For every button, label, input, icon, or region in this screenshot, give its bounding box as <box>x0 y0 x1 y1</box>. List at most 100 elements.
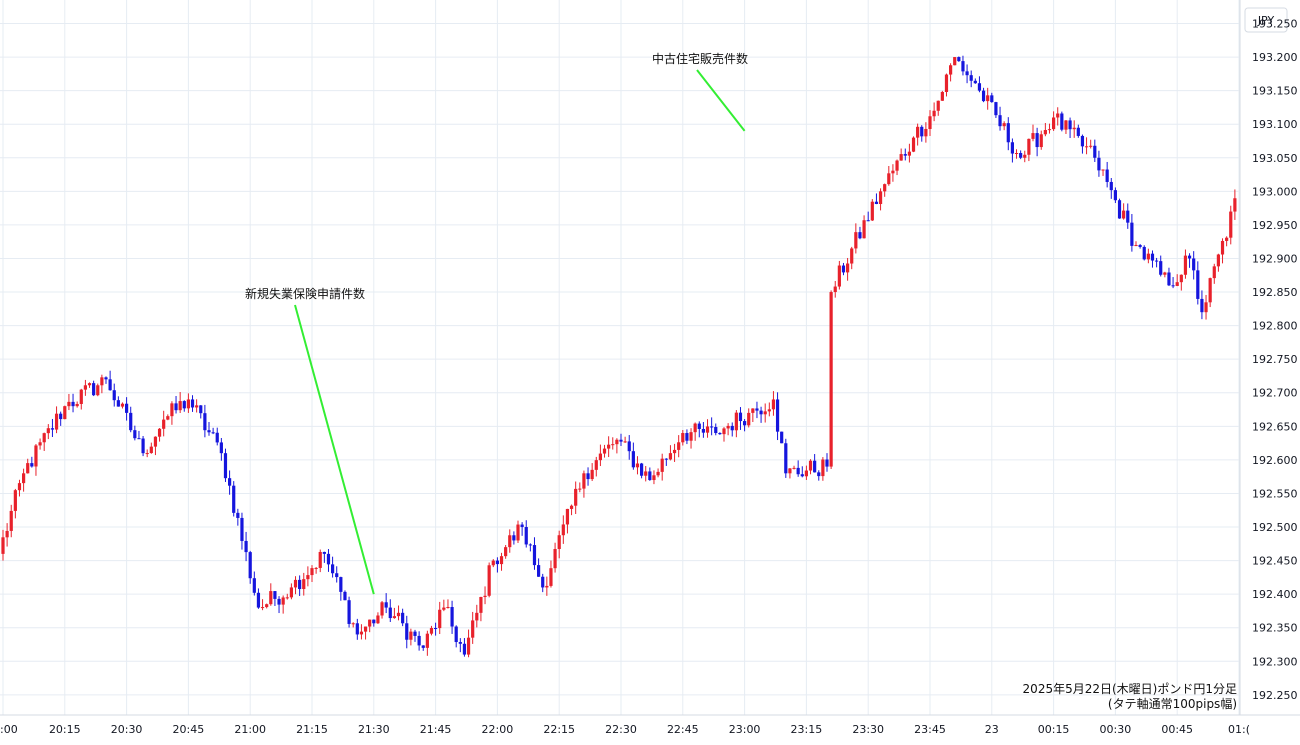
candle-body <box>483 595 487 597</box>
candle-body <box>322 551 326 554</box>
candle-body <box>252 578 256 593</box>
candle-body <box>1233 198 1237 212</box>
candle-body <box>866 220 870 222</box>
y-axis-panel <box>1240 0 1300 745</box>
candle-body <box>133 430 137 439</box>
x-tick-label: 22:15 <box>543 723 575 736</box>
candle-body <box>569 505 574 509</box>
y-tick-label: 192.700 <box>1252 387 1298 400</box>
candle-body <box>545 585 549 588</box>
x-tick-label: 23 <box>985 723 999 736</box>
candle-body <box>726 425 730 429</box>
candle-body <box>1027 138 1031 155</box>
candle-body <box>961 61 965 72</box>
candle-body <box>335 573 339 578</box>
x-tick-label: 21:45 <box>420 723 452 736</box>
candle-body <box>557 535 561 550</box>
candle-body <box>602 448 607 454</box>
x-axis-panel <box>0 715 1300 745</box>
candle-body <box>310 568 314 576</box>
x-tick-label: 23:00 <box>729 723 761 736</box>
candle-body <box>1002 123 1006 127</box>
candle-body <box>1023 154 1027 158</box>
candle-body <box>207 430 211 433</box>
currency-label: JPY <box>1257 14 1275 27</box>
candle-body <box>763 411 767 415</box>
candle-body <box>1208 278 1212 303</box>
candle-body <box>932 110 936 117</box>
candle-body <box>326 553 331 565</box>
candle-body <box>549 568 553 586</box>
candle-body <box>409 631 413 640</box>
candle-body <box>462 643 467 655</box>
candle-body <box>891 170 895 174</box>
candle-body <box>331 564 335 574</box>
candle-body <box>211 432 215 434</box>
y-tick-label: 192.300 <box>1252 655 1298 668</box>
candle-body <box>936 100 940 111</box>
x-tick-label: 00:15 <box>1038 723 1070 736</box>
candle-body <box>821 459 825 477</box>
candle-body <box>1204 302 1208 313</box>
candle-body <box>907 151 911 156</box>
candle-body <box>1010 142 1014 154</box>
y-tick-label: 192.500 <box>1252 521 1298 534</box>
candle-body <box>619 439 623 442</box>
candle-body <box>104 377 108 380</box>
currency-badge[interactable] <box>1244 7 1288 33</box>
candle-body <box>1220 240 1225 255</box>
y-tick-label: 192.400 <box>1252 588 1298 601</box>
candle-body <box>953 57 957 66</box>
candle-body <box>743 421 747 426</box>
candle-body <box>1142 246 1146 260</box>
candle-body <box>454 626 458 643</box>
x-tick-label: 22:00 <box>482 723 514 736</box>
candle-body <box>607 444 611 449</box>
candle-body <box>734 412 738 431</box>
candle-body <box>520 524 524 528</box>
candle-body <box>903 154 907 156</box>
candle-body <box>627 441 631 452</box>
candle-body <box>792 467 796 469</box>
y-tick-label: 193.200 <box>1252 51 1298 64</box>
y-tick-label: 192.950 <box>1252 219 1298 232</box>
candle-body <box>829 292 833 467</box>
x-tick-label: 21:30 <box>358 723 390 736</box>
candle-body <box>994 102 998 116</box>
candle-body <box>413 631 417 636</box>
y-tick-label: 192.550 <box>1252 487 1298 500</box>
candle-body <box>83 385 87 390</box>
candle-body <box>59 413 63 420</box>
candle-body <box>1084 146 1089 148</box>
candle-body <box>363 626 368 632</box>
candle-body <box>635 463 640 468</box>
candle-body <box>421 645 425 648</box>
candle-body <box>50 428 55 430</box>
candle-body <box>660 458 664 472</box>
candle-body <box>1155 260 1159 262</box>
candle-body <box>96 385 100 396</box>
candle-body <box>697 423 701 429</box>
candle-body <box>306 575 310 580</box>
candle-body <box>1200 298 1204 313</box>
candle-body <box>911 137 916 152</box>
candle-body <box>747 412 751 426</box>
candle-body <box>965 71 969 76</box>
candle-body <box>248 552 252 579</box>
candle-body <box>170 403 174 417</box>
candle-body <box>277 598 281 605</box>
candle-body <box>887 173 891 185</box>
candle-body <box>5 530 9 538</box>
candle-body <box>100 377 104 386</box>
candle-body <box>940 92 944 101</box>
candle-body <box>1175 282 1179 286</box>
candle-body <box>1126 210 1130 223</box>
chart-note: 2025年5月22日(木曜日)ポンド円1分足 (タテ軸通常100pips幅) <box>1023 682 1237 711</box>
y-tick-label: 193.100 <box>1252 118 1298 131</box>
candle-body <box>1117 200 1122 219</box>
x-tick-label: 21:00 <box>234 723 266 736</box>
candle-body <box>648 471 652 481</box>
candle-body <box>71 401 75 407</box>
candle-body <box>166 416 170 420</box>
